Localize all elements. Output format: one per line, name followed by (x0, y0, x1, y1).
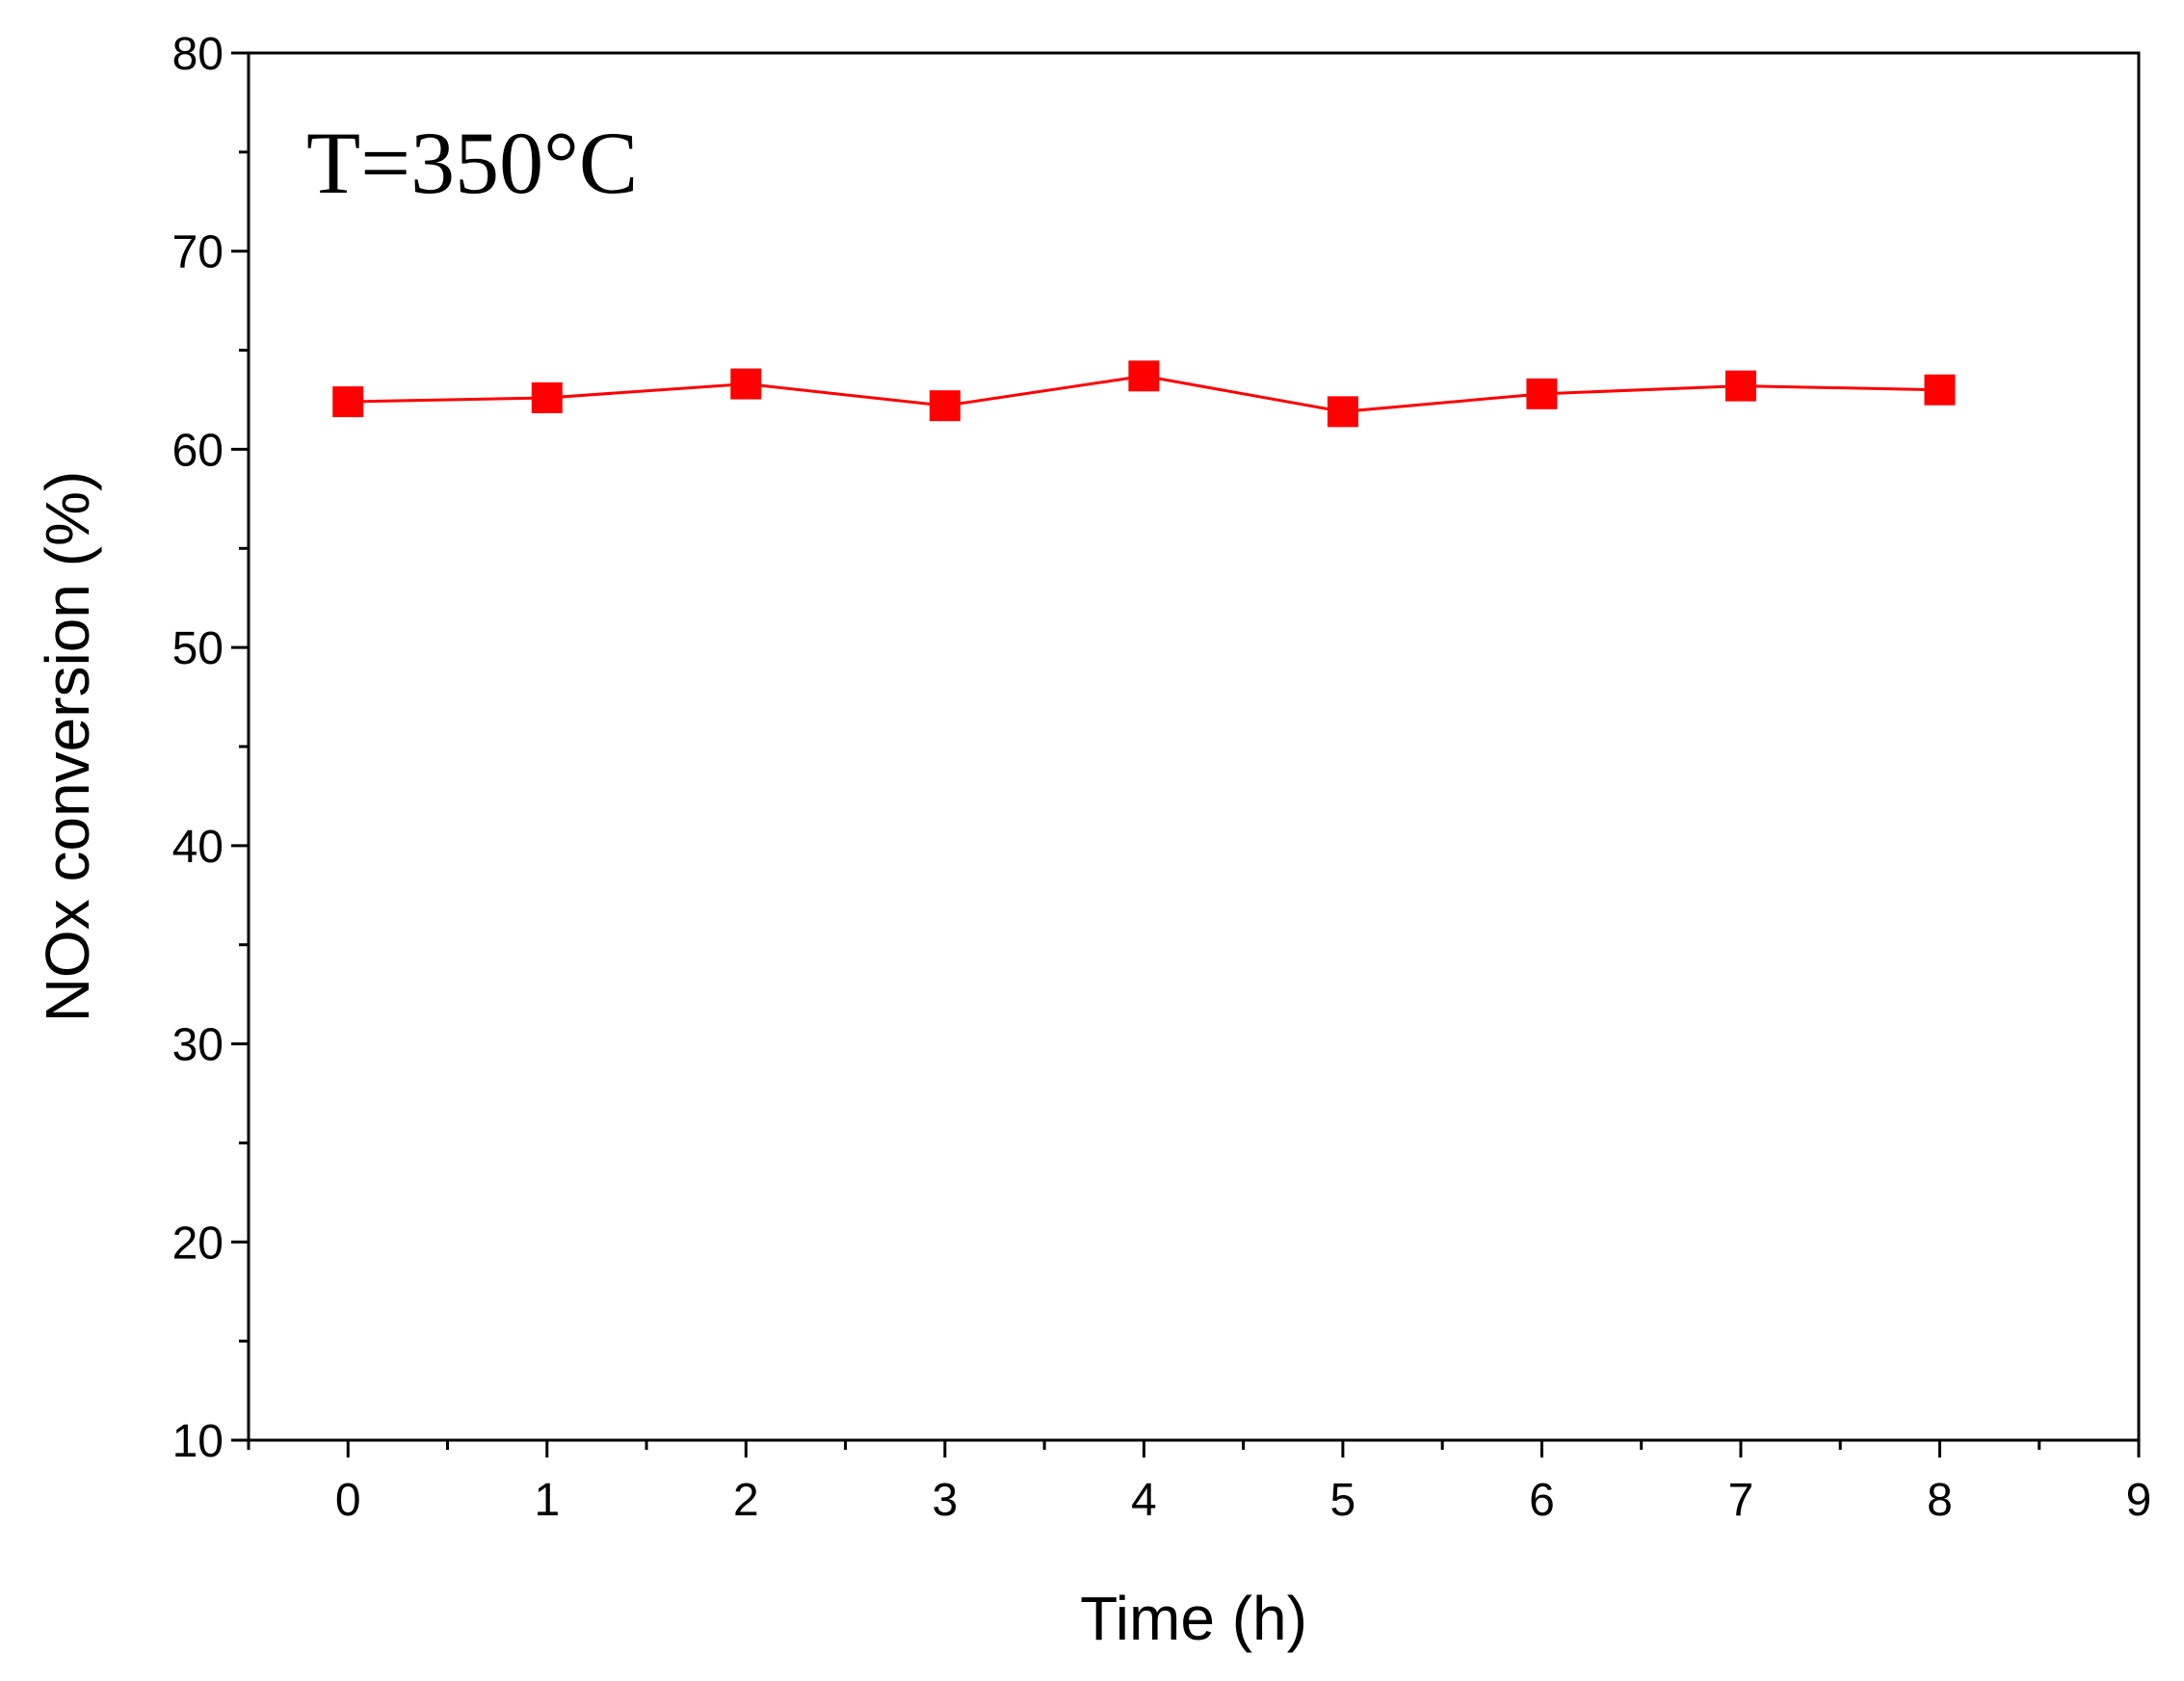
data-point (1526, 378, 1558, 409)
y-tick-label: 50 (172, 623, 224, 674)
x-tick-label: 4 (1131, 1475, 1157, 1526)
x-tick-label: 6 (1529, 1475, 1555, 1526)
y-tick-label: 60 (172, 425, 224, 476)
y-tick-label: 20 (172, 1218, 224, 1269)
x-tick-label: 1 (534, 1475, 560, 1526)
series-layer (332, 360, 1956, 428)
y-axis-title: NOx conversion (%) (33, 471, 102, 1023)
data-point (1128, 360, 1160, 392)
data-point (1724, 370, 1756, 402)
data-point (531, 381, 563, 413)
x-axis-ticks: 0 1 2 3 4 5 6 7 8 9 (247, 1440, 2152, 1526)
y-tick-label: 70 (172, 227, 224, 278)
x-tick-label: 7 (1728, 1475, 1754, 1526)
plot-frame (247, 51, 2141, 1442)
x-tick-label: 8 (1927, 1475, 1953, 1526)
y-tick-label: 80 (172, 29, 224, 80)
x-tick-label: 9 (2126, 1475, 2152, 1526)
data-point (1924, 374, 1956, 406)
y-tick-label: 10 (172, 1416, 224, 1467)
y-tick-label: 40 (172, 822, 224, 873)
data-point (1327, 396, 1358, 428)
y-tick-label: 30 (172, 1020, 224, 1071)
data-point (332, 386, 364, 418)
x-axis-title: Time (h) (1080, 1584, 1307, 1653)
y-axis-ticks: 10 20 30 40 50 60 70 80 (172, 29, 249, 1467)
x-tick-label: 3 (932, 1475, 958, 1526)
chart-annotation: T=350°C (306, 114, 638, 212)
data-point (730, 368, 762, 400)
data-point (929, 390, 960, 422)
x-tick-label: 5 (1330, 1475, 1356, 1526)
x-tick-label: 2 (733, 1475, 759, 1526)
x-tick-label: 0 (335, 1475, 361, 1526)
